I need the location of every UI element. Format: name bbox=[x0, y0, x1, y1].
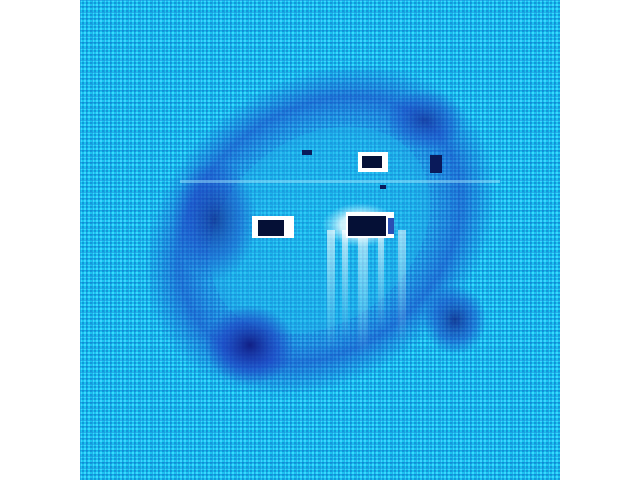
vertical-streaks bbox=[327, 230, 406, 355]
dark-spots bbox=[252, 150, 442, 238]
lower-right-lobe bbox=[423, 285, 487, 355]
lower-left-lobe bbox=[205, 305, 295, 385]
left-lobe bbox=[173, 160, 257, 280]
scientific-image bbox=[80, 0, 560, 480]
upper-right-lobe bbox=[385, 90, 465, 150]
intensity-map bbox=[80, 0, 560, 480]
horizontal-streak bbox=[180, 180, 500, 183]
